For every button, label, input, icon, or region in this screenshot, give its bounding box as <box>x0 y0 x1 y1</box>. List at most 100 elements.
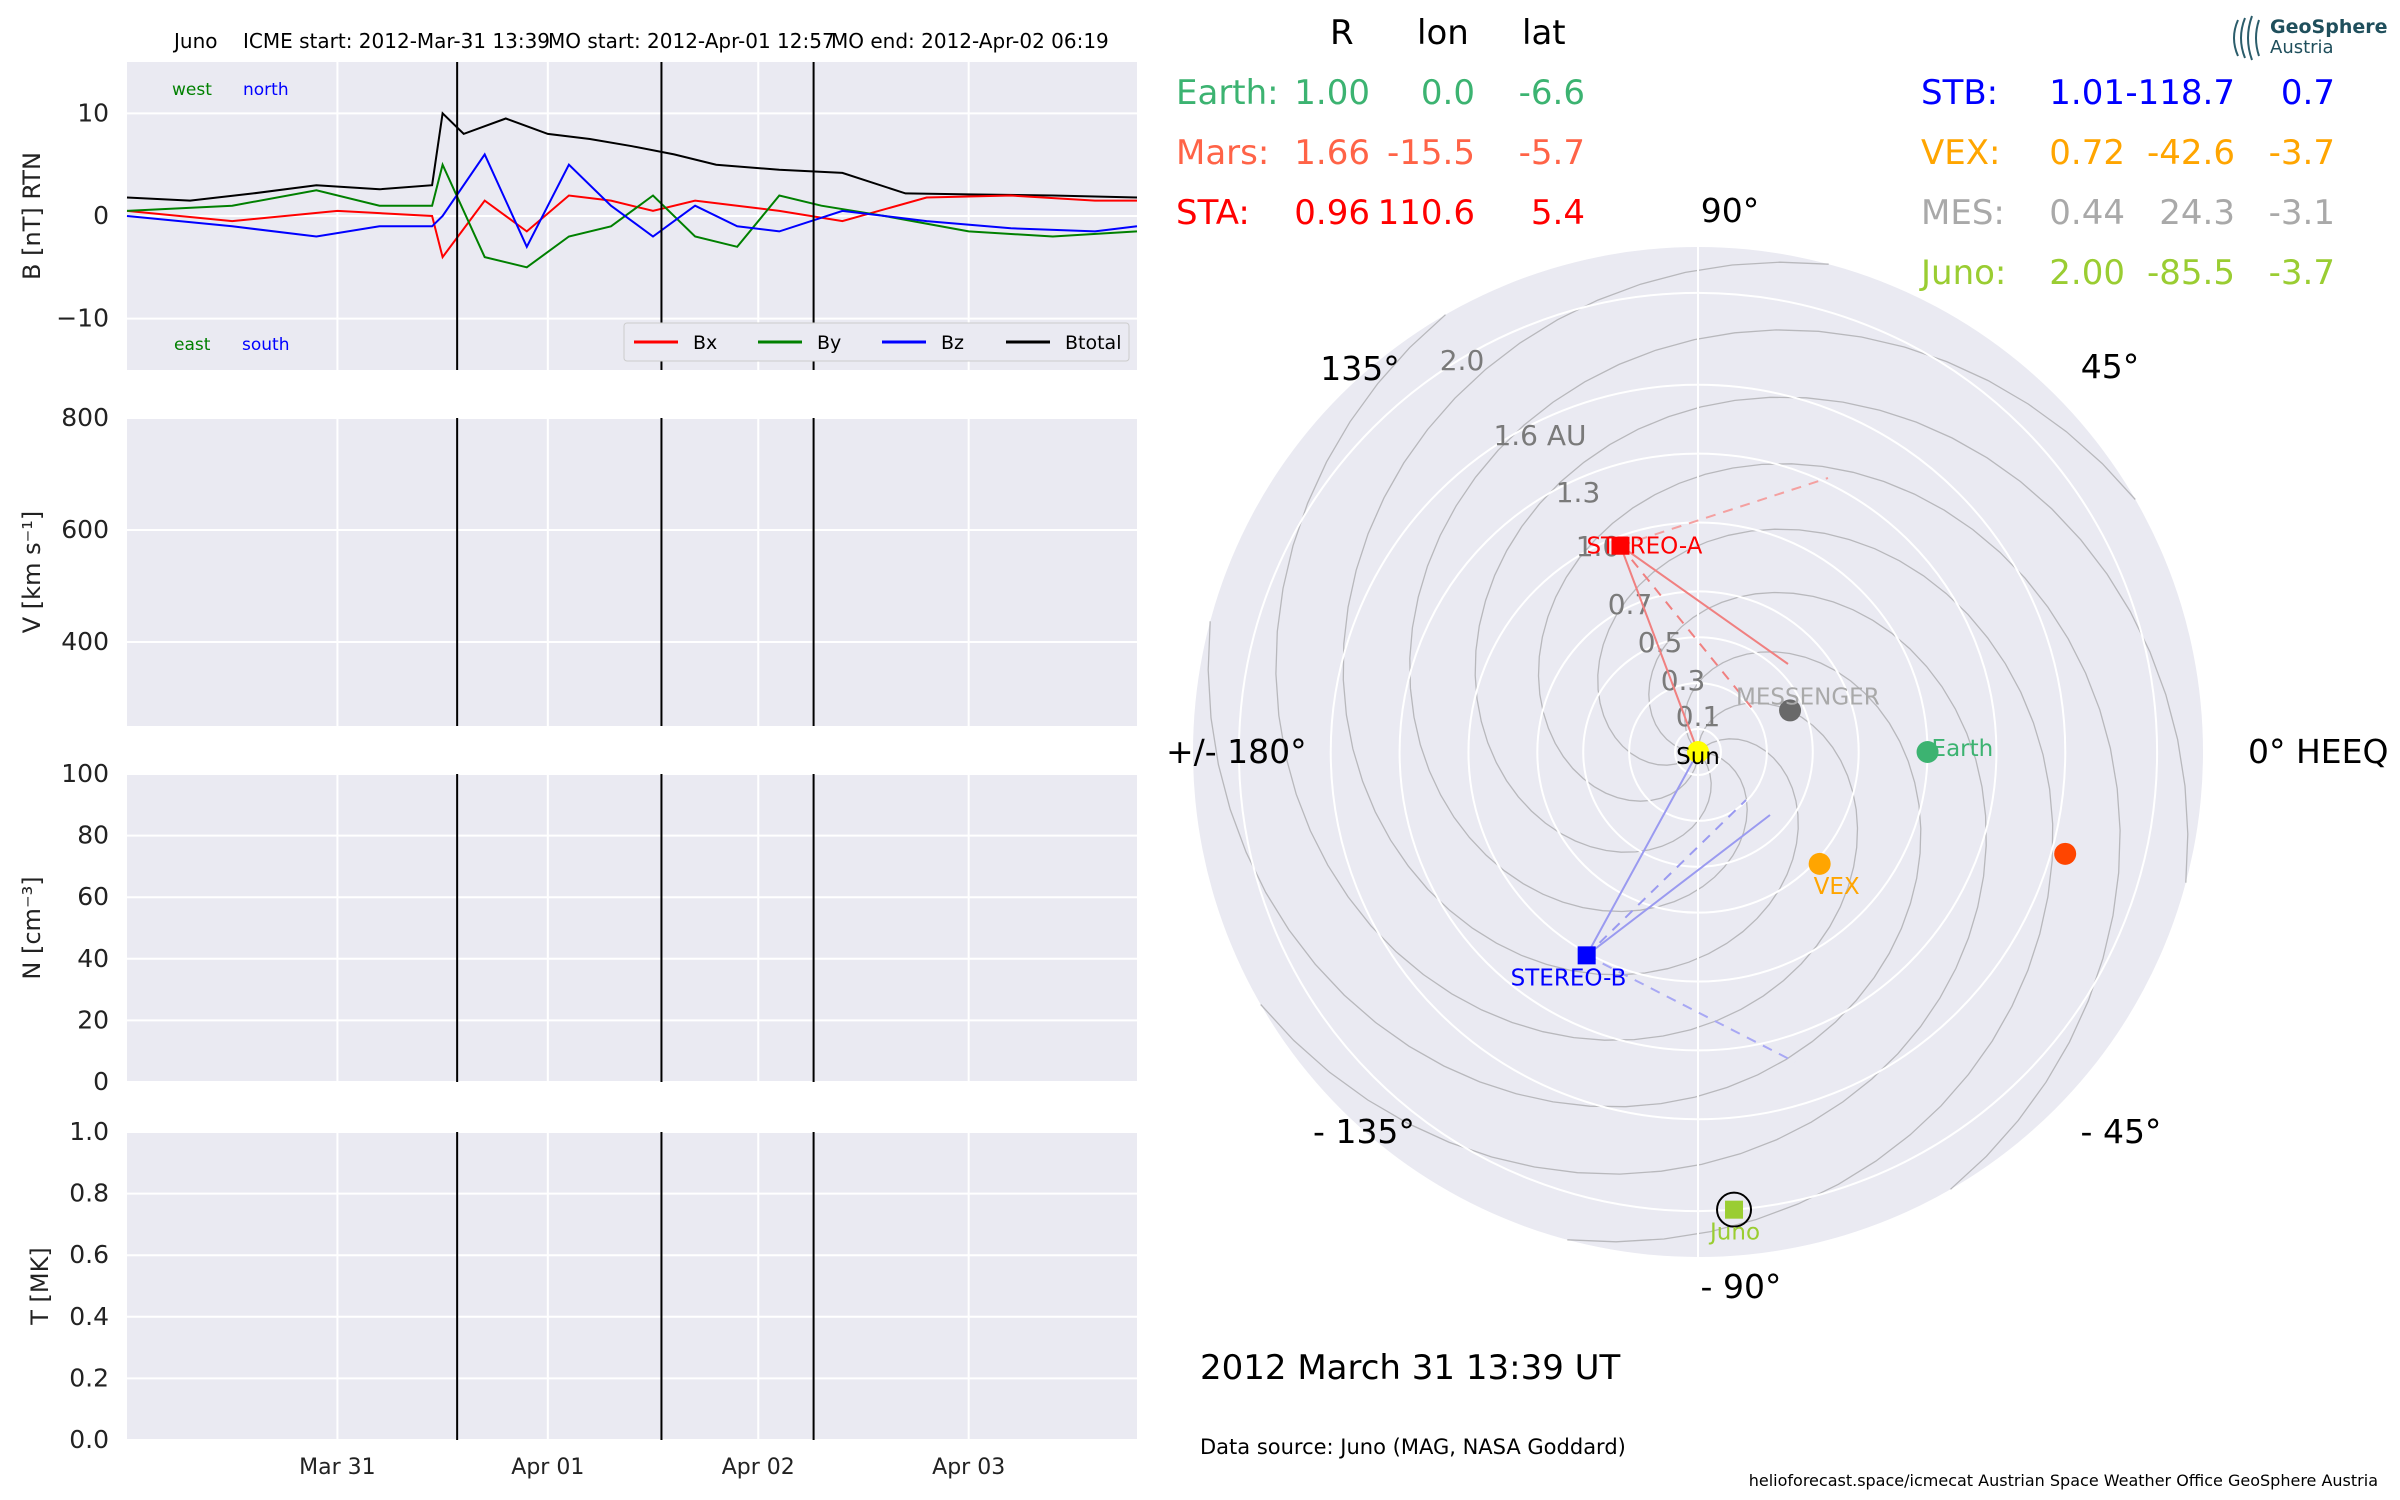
radial-tick-label: 2.0 <box>1440 344 1485 377</box>
panel-background <box>127 418 1137 726</box>
legend-label-bx: Bx <box>693 332 717 354</box>
row-lon: 24.3 <box>2159 193 2235 233</box>
xtick-label: Apr 02 <box>722 1455 795 1480</box>
juno-ring <box>1716 1191 1753 1228</box>
angle-tick-label: +/- 180° <box>1166 732 1307 771</box>
row-lon: 0.0 <box>1421 73 1475 113</box>
ytick-label: 0.2 <box>69 1363 109 1392</box>
marker-mars <box>2054 842 2077 865</box>
parker-spiral-arc <box>1342 261 1829 976</box>
header-mo-start: MO start: 2012-Apr-01 12:57 <box>548 29 835 53</box>
angle-tick-label: 90° <box>1701 191 1760 230</box>
marker-mes: MESSENGER <box>1736 684 1880 722</box>
angle-tick-label: - 45° <box>2081 1112 2162 1151</box>
row-name: VEX: <box>1921 133 2001 173</box>
juno-point <box>1725 1200 1744 1219</box>
table-header-lon: lon <box>1417 13 1469 53</box>
series-bz <box>126 152 1138 250</box>
legend-label-btotal: Btotal <box>1065 332 1121 354</box>
ytick-label: 800 <box>61 403 109 432</box>
parker-spirals <box>1207 261 2189 1243</box>
figure-header: Juno ICME start: 2012-Mar-31 13:39 MO st… <box>172 29 1109 53</box>
row-lat: -6.6 <box>1519 73 1585 113</box>
parker-spiral-arc <box>1537 463 2121 1190</box>
ytick-label: 1.0 <box>69 1117 109 1146</box>
table-row-right: MES: 0.44 24.3 -3.1 <box>1921 193 2335 233</box>
stb-point <box>1577 946 1596 965</box>
ytick-label: 0 <box>93 201 109 230</box>
table-row-left: STA: 0.96 110.6 5.4 <box>1176 193 1585 233</box>
legend-label-bz: Bz <box>941 332 964 354</box>
ylabel: N [cm⁻³] <box>18 876 46 979</box>
annotation-east: east <box>174 335 211 355</box>
logo-line2: Austria <box>2270 37 2334 58</box>
bfield-legend: Bx By Bz Btotal <box>623 322 1130 362</box>
row-lon: -85.5 <box>2147 253 2235 293</box>
annotation-north: north <box>243 80 289 100</box>
geosphere-logo-icon <box>2233 15 2260 61</box>
annotation-south: south <box>242 335 289 355</box>
logo-line1: GeoSphere <box>2270 16 2388 38</box>
row-r: 0.96 <box>1294 193 1370 233</box>
plot-datetime: 2012 March 31 13:39 UT <box>1200 1348 1621 1388</box>
series-btotal <box>126 111 1138 202</box>
ytick-label: 0.4 <box>69 1302 109 1331</box>
parker-spiral-arc <box>1275 314 1859 1041</box>
polar-position-plot: 0.10.30.50.71.01.31.6 AU2.00° HEEQ45°90°… <box>1166 191 2388 1306</box>
panel-temperature: 1.0 0.8 0.6 0.4 0.2 0.0 T [MK] <box>26 1117 1137 1454</box>
ytick-label: 0.8 <box>69 1179 109 1208</box>
marker-vex: VEX <box>1808 852 1860 900</box>
row-name: STA: <box>1176 193 1250 233</box>
parker-spiral-arc <box>1474 396 2189 883</box>
angle-tick-label: 135° <box>1320 349 1400 388</box>
sun-label: Sun <box>1676 744 1720 770</box>
cme-direction-lines <box>1585 477 1829 1063</box>
row-name: MES: <box>1921 193 2005 233</box>
panel-density: 100 80 60 40 20 0 N [cm⁻³] <box>18 759 1137 1096</box>
ylabel: V [km s⁻¹] <box>18 511 46 633</box>
row-r: 1.66 <box>1294 133 1370 173</box>
row-name: Mars: <box>1176 133 1269 173</box>
earth-point <box>1916 741 1939 763</box>
sun-point <box>1687 741 1709 763</box>
stb-fov-line <box>1586 814 1771 957</box>
radial-tick-label: 1.3 <box>1556 476 1601 509</box>
ytick-label: 10 <box>77 98 109 127</box>
stb-label: STEREO-B <box>1511 965 1627 991</box>
radial-tick-label: 1.6 AU <box>1493 419 1586 452</box>
table-row-left: Mars: 1.66 -15.5 -5.7 <box>1176 133 1585 173</box>
row-lat: 5.4 <box>1531 193 1585 233</box>
ytick-label: 20 <box>77 1005 109 1034</box>
radial-tick-label: 0.1 <box>1676 700 1721 733</box>
row-name: STB: <box>1921 73 1998 113</box>
stb-fov-dashed <box>1585 799 1747 957</box>
marker-earth: Earth <box>1916 736 1993 763</box>
sta-label: STEREO-A <box>1586 534 1702 560</box>
mars-point <box>2054 842 2077 865</box>
angle-tick-label: - 135° <box>1313 1112 1415 1151</box>
parker-spiral-arc <box>1409 329 2136 913</box>
annotation-west: west <box>172 80 212 100</box>
stb-line <box>1585 751 1699 956</box>
panel-background <box>127 1132 1137 1440</box>
ytick-label: 100 <box>61 759 109 788</box>
sta-fov-outer <box>1620 477 1829 547</box>
legend-box <box>623 322 1130 362</box>
row-lat: -3.7 <box>2269 133 2335 173</box>
ytick-label: −10 <box>56 304 109 333</box>
row-lat: 0.7 <box>2281 73 2335 113</box>
geosphere-logo: GeoSphere Austria <box>2233 15 2388 61</box>
table-row-right: VEX: 0.72 -42.6 -3.7 <box>1921 133 2335 173</box>
sta-fov-line <box>1619 544 1789 665</box>
marker-sta: STEREO-A <box>1586 534 1702 560</box>
mes-label: MESSENGER <box>1736 684 1880 710</box>
panel-speed: 800 600 400 V [km s⁻¹] <box>18 403 1137 726</box>
row-lon: -42.6 <box>2147 133 2235 173</box>
ylabel: B [nT] RTN <box>18 152 46 280</box>
marker-juno: Juno <box>1708 1191 1760 1246</box>
table-header-r: R <box>1330 13 1354 53</box>
credits-text: helioforecast.space/icmecat Austrian Spa… <box>1749 1471 2378 1490</box>
field-direction-annotations: west north east south <box>172 80 289 355</box>
header-icme-start: ICME start: 2012-Mar-31 13:39 <box>243 29 550 53</box>
